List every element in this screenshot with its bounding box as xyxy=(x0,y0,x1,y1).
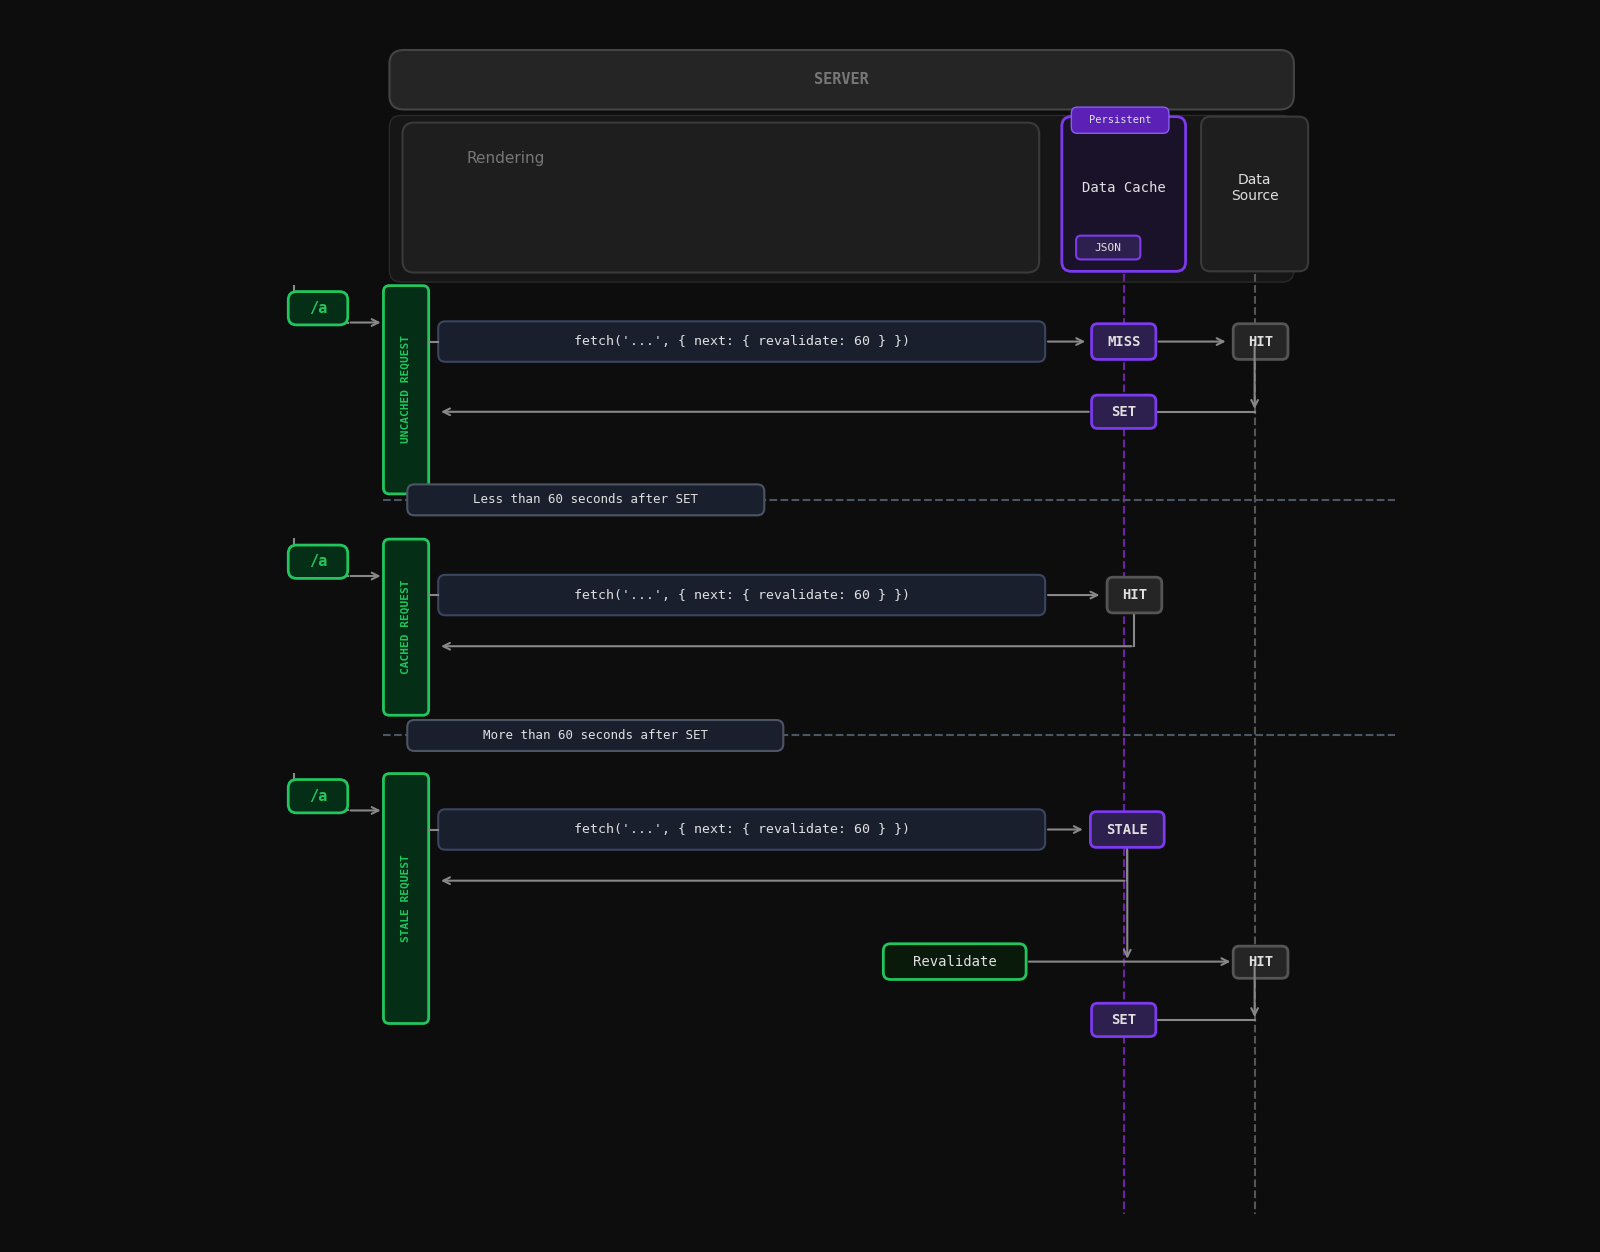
Text: SERVER: SERVER xyxy=(814,73,869,88)
Text: Revalidate: Revalidate xyxy=(914,954,997,969)
Text: fetch('...', { next: { revalidate: 60 } }): fetch('...', { next: { revalidate: 60 } … xyxy=(574,823,910,836)
Text: SET: SET xyxy=(1110,1013,1136,1027)
FancyBboxPatch shape xyxy=(1234,324,1288,359)
Text: HIT: HIT xyxy=(1122,588,1147,602)
FancyBboxPatch shape xyxy=(1091,1003,1155,1037)
FancyBboxPatch shape xyxy=(1091,324,1155,359)
FancyBboxPatch shape xyxy=(1072,108,1170,133)
Text: /a: /a xyxy=(309,555,326,570)
FancyBboxPatch shape xyxy=(384,285,429,493)
FancyBboxPatch shape xyxy=(1107,577,1162,613)
Text: Less than 60 seconds after SET: Less than 60 seconds after SET xyxy=(474,493,698,506)
FancyBboxPatch shape xyxy=(384,774,429,1023)
FancyBboxPatch shape xyxy=(389,50,1294,109)
FancyBboxPatch shape xyxy=(1090,811,1165,848)
Text: Rendering: Rendering xyxy=(467,150,546,165)
Text: JSON: JSON xyxy=(1094,243,1122,253)
FancyBboxPatch shape xyxy=(288,545,347,578)
Text: Data Cache: Data Cache xyxy=(1082,182,1165,195)
Text: HIT: HIT xyxy=(1248,334,1274,348)
Text: More than 60 seconds after SET: More than 60 seconds after SET xyxy=(483,729,707,742)
FancyBboxPatch shape xyxy=(288,292,347,326)
FancyBboxPatch shape xyxy=(1062,116,1186,272)
FancyBboxPatch shape xyxy=(1234,947,1288,978)
FancyBboxPatch shape xyxy=(389,115,1294,282)
Text: Data
Source: Data Source xyxy=(1230,173,1278,203)
FancyBboxPatch shape xyxy=(403,123,1040,273)
Text: fetch('...', { next: { revalidate: 60 } }): fetch('...', { next: { revalidate: 60 } … xyxy=(574,336,910,348)
FancyBboxPatch shape xyxy=(438,809,1045,850)
Text: CACHED REQUEST: CACHED REQUEST xyxy=(402,580,411,675)
FancyBboxPatch shape xyxy=(438,575,1045,615)
FancyBboxPatch shape xyxy=(1202,116,1309,272)
Text: HIT: HIT xyxy=(1248,954,1274,969)
FancyBboxPatch shape xyxy=(288,780,347,813)
Text: MISS: MISS xyxy=(1107,334,1141,348)
Text: SET: SET xyxy=(1110,404,1136,418)
FancyBboxPatch shape xyxy=(883,944,1026,979)
FancyBboxPatch shape xyxy=(408,720,784,751)
Text: fetch('...', { next: { revalidate: 60 } }): fetch('...', { next: { revalidate: 60 } … xyxy=(574,588,910,601)
Text: STALE: STALE xyxy=(1106,823,1149,836)
FancyBboxPatch shape xyxy=(408,485,765,516)
Text: UNCACHED REQUEST: UNCACHED REQUEST xyxy=(402,336,411,443)
FancyBboxPatch shape xyxy=(384,540,429,715)
FancyBboxPatch shape xyxy=(1077,235,1141,259)
Text: STALE REQUEST: STALE REQUEST xyxy=(402,855,411,943)
Text: /a: /a xyxy=(309,789,326,804)
Text: /a: /a xyxy=(309,300,326,316)
Text: Persistent: Persistent xyxy=(1090,115,1152,125)
FancyBboxPatch shape xyxy=(1091,396,1155,428)
FancyBboxPatch shape xyxy=(438,322,1045,362)
